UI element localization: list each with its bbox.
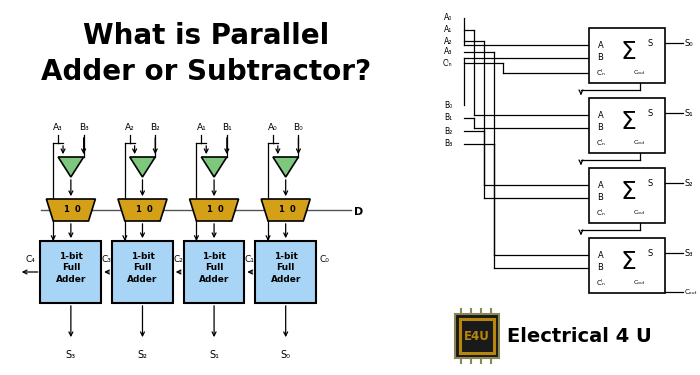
Text: B₁: B₁ [222,123,232,132]
Text: 1-bit
Full
Adder: 1-bit Full Adder [270,252,301,284]
Text: B: B [598,54,603,63]
FancyBboxPatch shape [456,314,498,358]
Text: A₁: A₁ [444,26,452,34]
Text: C₀: C₀ [319,255,329,264]
Text: Cᴵₙ: Cᴵₙ [596,280,605,286]
Text: 0: 0 [146,206,152,214]
Text: 1: 1 [134,206,141,214]
Text: S: S [648,249,653,258]
Text: A: A [598,111,603,120]
Polygon shape [202,157,227,177]
Text: A₃: A₃ [444,48,452,57]
Text: B: B [598,264,603,273]
Text: 1-bit
Full
Adder: 1-bit Full Adder [127,252,158,284]
Text: Cₒᵤₜ: Cₒᵤₜ [634,141,645,146]
Text: Cₒᵤₜ: Cₒᵤₜ [634,210,645,216]
Text: A₃: A₃ [53,123,63,132]
Text: A: A [598,40,603,50]
Polygon shape [118,199,167,221]
Text: S: S [648,178,653,188]
Text: S₃: S₃ [685,249,694,258]
Polygon shape [261,199,310,221]
FancyBboxPatch shape [589,28,665,83]
Text: Σ: Σ [620,40,636,64]
Text: Cₒᵤₜ: Cₒᵤₜ [634,280,645,285]
Text: B₂: B₂ [150,123,160,132]
Text: S₃: S₃ [66,350,76,360]
Polygon shape [130,157,155,177]
Text: E4U: E4U [464,330,490,342]
Text: S₀: S₀ [281,350,290,360]
Text: Cᴵₙ: Cᴵₙ [596,210,605,216]
Text: S₀: S₀ [685,39,694,48]
Text: S₂: S₂ [137,350,148,360]
Text: B₃: B₃ [444,140,452,148]
Text: S₂: S₂ [685,178,694,188]
Text: 0: 0 [75,206,80,214]
FancyBboxPatch shape [589,168,665,223]
FancyBboxPatch shape [589,238,665,293]
Text: Σ: Σ [620,110,636,134]
FancyBboxPatch shape [112,241,173,303]
Text: Σ: Σ [620,180,636,204]
Text: Cᴵₙ: Cᴵₙ [596,140,605,146]
Text: 0: 0 [290,206,295,214]
Text: 1-bit
Full
Adder: 1-bit Full Adder [56,252,86,284]
FancyBboxPatch shape [183,241,244,303]
Text: C₂: C₂ [174,255,183,264]
Text: 1: 1 [63,206,69,214]
FancyBboxPatch shape [256,241,316,303]
Polygon shape [58,157,83,177]
Text: A: A [598,251,603,260]
Text: D: D [354,207,363,217]
Polygon shape [273,157,298,177]
Text: 1: 1 [278,206,284,214]
Text: A: A [598,180,603,189]
Text: 1-bit
Full
Adder: 1-bit Full Adder [199,252,230,284]
Text: Cᴵₙ: Cᴵₙ [443,58,452,68]
Text: Cₒᵤₜ: Cₒᵤₜ [685,289,697,295]
Text: B₀: B₀ [444,100,452,109]
Text: A₁: A₁ [197,123,206,132]
Text: Cₒᵤₜ: Cₒᵤₜ [634,70,645,75]
Text: A₂: A₂ [125,123,134,132]
FancyBboxPatch shape [41,241,102,303]
Text: S₁: S₁ [209,350,219,360]
Text: B₃: B₃ [79,123,88,132]
Text: 1: 1 [206,206,212,214]
Text: S₁: S₁ [685,108,694,117]
Text: A₀: A₀ [268,123,278,132]
Text: Electrical 4 U: Electrical 4 U [508,327,652,345]
Text: Cᴵₙ: Cᴵₙ [596,70,605,76]
Text: B₂: B₂ [444,126,452,135]
Text: C₄: C₄ [26,255,36,264]
Text: C₁: C₁ [245,255,255,264]
Text: B₀: B₀ [293,123,303,132]
Text: S: S [648,39,653,48]
Text: S: S [648,108,653,117]
FancyBboxPatch shape [589,98,665,153]
Text: Σ: Σ [620,250,636,274]
Text: A₀: A₀ [444,13,452,22]
Text: C₃: C₃ [102,255,111,264]
Text: B: B [598,194,603,202]
Text: A₂: A₂ [444,36,452,45]
Text: Adder or Subtractor?: Adder or Subtractor? [41,58,371,86]
Text: B: B [598,123,603,132]
Polygon shape [190,199,239,221]
Text: 0: 0 [218,206,224,214]
Polygon shape [46,199,95,221]
Text: B₁: B₁ [444,114,452,123]
Text: What is Parallel: What is Parallel [83,22,330,50]
